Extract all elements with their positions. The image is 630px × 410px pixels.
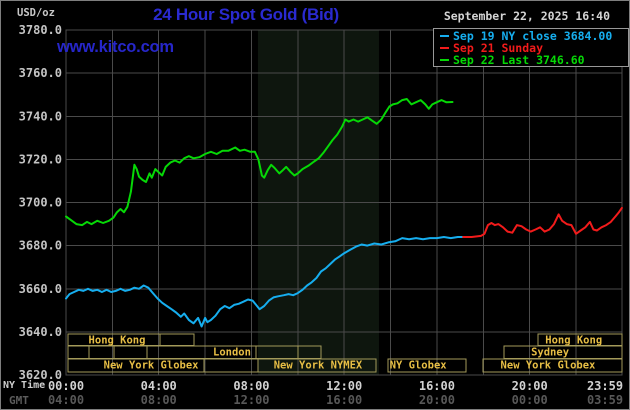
- legend-label-sep19: Sep 19 NY close 3684.00: [453, 29, 613, 43]
- timestamp-label: September 22, 2025 16:40: [443, 9, 610, 23]
- session-box: [67, 345, 90, 359]
- legend-item-sep22: Sep 22 Last 3746.60: [440, 54, 628, 66]
- y-tick-label: 3760.0: [19, 66, 62, 80]
- x-tick-gmt: 08:00: [141, 393, 177, 407]
- legend-box: Sep 19 NY close 3684.00 Sep 21 Sunday Se…: [433, 28, 629, 67]
- x-tick-gmt: 16:00: [326, 393, 362, 407]
- kitco-watermark-link[interactable]: www.kitco.com: [57, 38, 174, 56]
- y-tick-label: 3700.0: [19, 196, 62, 210]
- session-label: New York Globex: [104, 360, 200, 372]
- x-tick-gmt: 00:00: [512, 393, 548, 407]
- session-box: [113, 345, 148, 359]
- price-line-sep-21-sunday: [462, 206, 623, 238]
- legend-swatch-sep21-icon: [440, 47, 449, 49]
- plot-border: [65, 29, 623, 376]
- x-tick-gmt: 12:00: [233, 393, 269, 407]
- x-tick-ny-time: 20:00: [512, 379, 548, 393]
- session-box: [203, 358, 259, 373]
- x-tick-gmt: 04:00: [48, 393, 84, 407]
- y-tick-label: 3680.0: [19, 239, 62, 253]
- session-box: [482, 358, 623, 373]
- x-tick-gmt: 20:00: [419, 393, 455, 407]
- x-axis-gmt-label: GMT: [9, 394, 29, 407]
- session-label: New York NYMEX: [274, 360, 363, 372]
- legend-swatch-sep22-icon: [440, 59, 449, 61]
- session-box: [159, 333, 195, 346]
- session-label: Hong Kong: [545, 335, 602, 347]
- x-tick-gmt: 03:59: [587, 393, 623, 407]
- x-tick-ny-time: 00:00: [48, 379, 84, 393]
- session-label: New York Globex: [501, 360, 597, 372]
- page-title: 24 Hour Spot Gold (Bid): [153, 5, 339, 24]
- price-line-sep-22-last: [65, 98, 454, 227]
- legend-label-sep22: Sep 22 Last 3746.60: [453, 53, 585, 67]
- unit-label: USD/oz: [17, 7, 55, 19]
- y-tick-label: 3740.0: [19, 109, 62, 123]
- x-tick-ny-time: 23:59: [587, 379, 623, 393]
- x-tick-ny-time: 04:00: [141, 379, 177, 393]
- x-tick-ny-time: 16:00: [419, 379, 455, 393]
- y-tick-label: 3720.0: [19, 152, 62, 166]
- session-box: [387, 358, 467, 373]
- session-label: NY Globex: [390, 360, 448, 372]
- y-tick-label: 3640.0: [19, 325, 62, 339]
- session-label: Sydney: [531, 347, 570, 359]
- session-label: London: [213, 347, 251, 359]
- legend-item-sep21: Sep 21 Sunday: [440, 42, 628, 54]
- x-axis-nytime-label: NY Time: [3, 380, 46, 391]
- x-tick-ny-time: 08:00: [233, 379, 269, 393]
- session-box: [257, 358, 377, 373]
- x-tick-ny-time: 12:00: [326, 379, 362, 393]
- session-label: Hong Kong: [89, 335, 146, 347]
- legend-label-sep21: Sep 21 Sunday: [453, 41, 544, 55]
- y-tick-label: 3780.0: [19, 23, 62, 37]
- legend-item-sep19: Sep 19 NY close 3684.00: [440, 30, 628, 42]
- price-line-sep-19-ny-close: [65, 236, 465, 328]
- y-tick-label: 3660.0: [19, 282, 62, 296]
- session-box: [88, 345, 115, 359]
- y-tick-label: 3620.0: [19, 368, 62, 382]
- legend-swatch-sep19-icon: [440, 35, 449, 37]
